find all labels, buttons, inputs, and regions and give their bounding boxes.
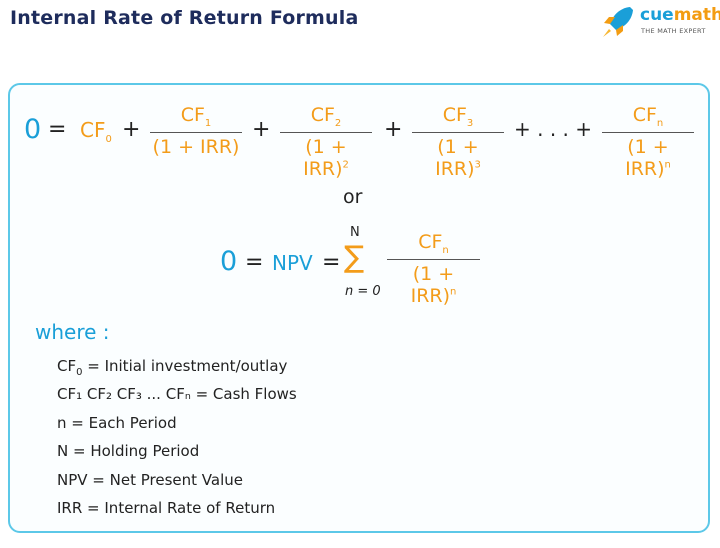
where-label: where : — [35, 320, 110, 344]
legend-item: CF₁ CF₂ CF₃ ... CFₙ = Cash Flows — [57, 385, 297, 403]
legend-item: n = Each Period — [57, 414, 177, 432]
equals: = — [245, 250, 264, 275]
zero: 0 — [220, 246, 238, 277]
legend-item: CF0 = Initial investment/outlay — [57, 357, 288, 378]
rocket-icon — [603, 7, 633, 37]
sum-fraction: CFn (1 + IRR)n — [387, 231, 480, 307]
sum-lower: n = 0 — [345, 284, 381, 299]
legend-item: NPV = Net Present Value — [57, 471, 243, 489]
plus: + — [122, 117, 141, 142]
legend-item: N = Holding Period — [57, 442, 200, 460]
zero: 0 — [24, 114, 42, 145]
plus: + — [252, 117, 271, 142]
sum-upper: N — [350, 225, 360, 240]
ellipsis: + . . . + — [514, 117, 593, 141]
plus: + — [384, 117, 403, 142]
brand-logo: cuemath — [640, 5, 720, 25]
tagline: THE MATH EXPERT — [641, 27, 706, 35]
fraction-1: CF1 (1 + IRR) — [150, 104, 242, 158]
equals: = — [322, 250, 341, 275]
page-title: Internal Rate of Return Formula — [10, 7, 359, 29]
cf0-term: CF0 — [80, 118, 112, 145]
equals: = — [48, 117, 67, 142]
or-label: or — [343, 186, 363, 208]
fraction-3: CF3 (1 + IRR)3 — [412, 104, 504, 180]
sigma-icon: ∑ — [344, 240, 365, 275]
fraction-n: CFn (1 + IRR)n — [602, 104, 694, 180]
legend-item: IRR = Internal Rate of Return — [57, 499, 276, 517]
npv: NPV — [272, 251, 313, 275]
fraction-2: CF2 (1 + IRR)2 — [280, 104, 372, 180]
formula-box — [8, 83, 710, 533]
